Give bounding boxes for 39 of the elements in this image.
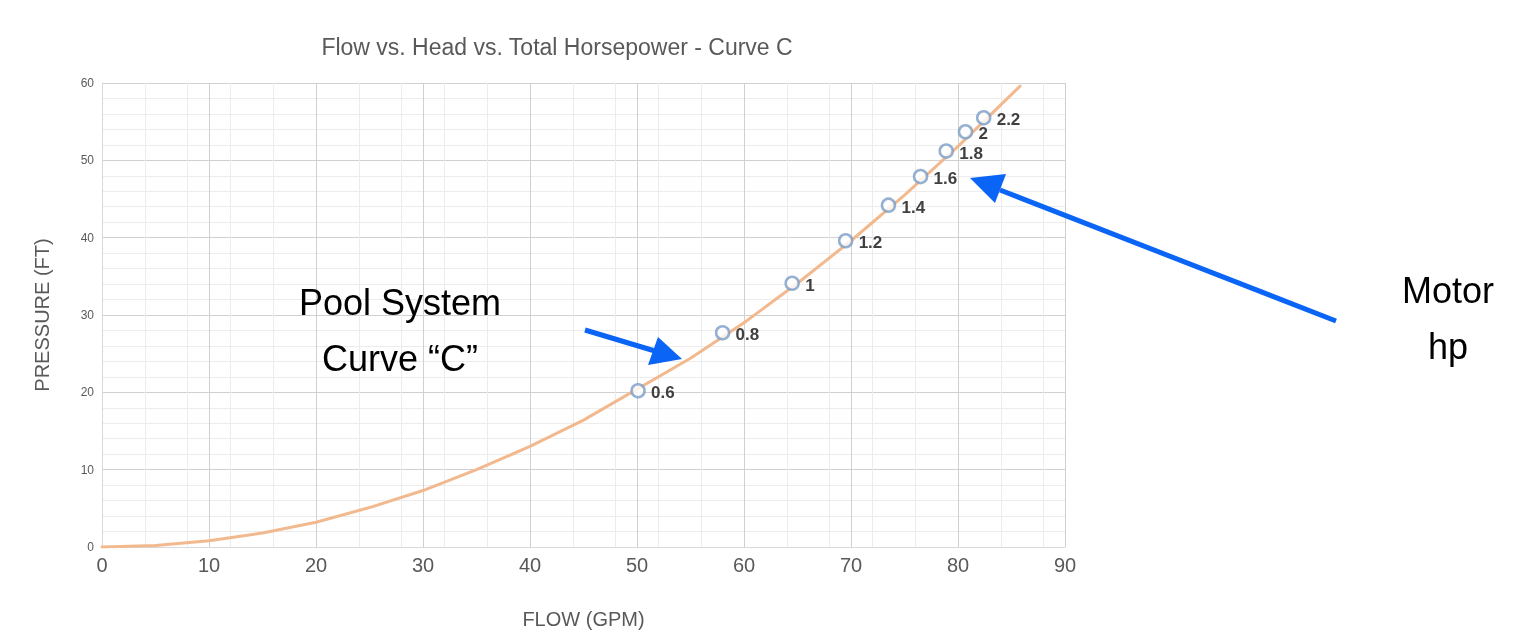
annotation: 1.6 <box>933 169 958 189</box>
point <box>837 233 854 249</box>
y-tick-label: 40 <box>80 230 95 245</box>
annotation: 1 <box>805 275 815 295</box>
annotation: 2 <box>978 124 988 144</box>
y-tick-label: 10 <box>80 462 95 477</box>
x-tick-label: 60 <box>732 554 756 576</box>
x-tick-label: 40 <box>518 554 542 576</box>
annotation: 1.2 <box>858 233 883 253</box>
point <box>630 383 646 399</box>
y-tick-label: 30 <box>80 308 95 322</box>
y-tick-label: 50 <box>80 153 95 168</box>
point <box>975 110 992 126</box>
point <box>938 143 954 159</box>
x-axis-title: FLOW (GPM) <box>522 608 645 630</box>
point <box>784 275 800 292</box>
chart-title: Flow vs. Head vs. Total Horsepower - Curve C <box>321 33 793 60</box>
annotation: Pool System Curve “C” <box>298 281 502 379</box>
x-tick-label: 70 <box>839 554 863 576</box>
point <box>912 168 929 185</box>
x-tick-label: 30 <box>411 554 435 576</box>
annotation: 0.6 <box>651 383 675 403</box>
x-tick-label: 50 <box>625 554 649 576</box>
x-tick-label: 20 <box>304 554 328 576</box>
x-tick-label: 80 <box>946 554 970 576</box>
annotation: 0.8 <box>735 325 760 345</box>
point <box>714 325 731 341</box>
annotation: 1.4 <box>901 197 926 217</box>
text: Motor hp <box>1401 269 1495 367</box>
y-axis-title: PRESSURE (FT) <box>31 238 53 392</box>
x-tick-label: 10 <box>197 554 221 576</box>
point <box>957 123 974 140</box>
y-tick-label: 20 <box>80 385 95 400</box>
x-tick-label: 90 <box>1053 554 1077 576</box>
annotation: 2.2 <box>996 110 1021 130</box>
point <box>880 197 897 213</box>
y-tick-label: 60 <box>80 76 95 90</box>
annotation: 1.8 <box>959 143 983 163</box>
y-tick-label: 0 <box>87 540 95 554</box>
